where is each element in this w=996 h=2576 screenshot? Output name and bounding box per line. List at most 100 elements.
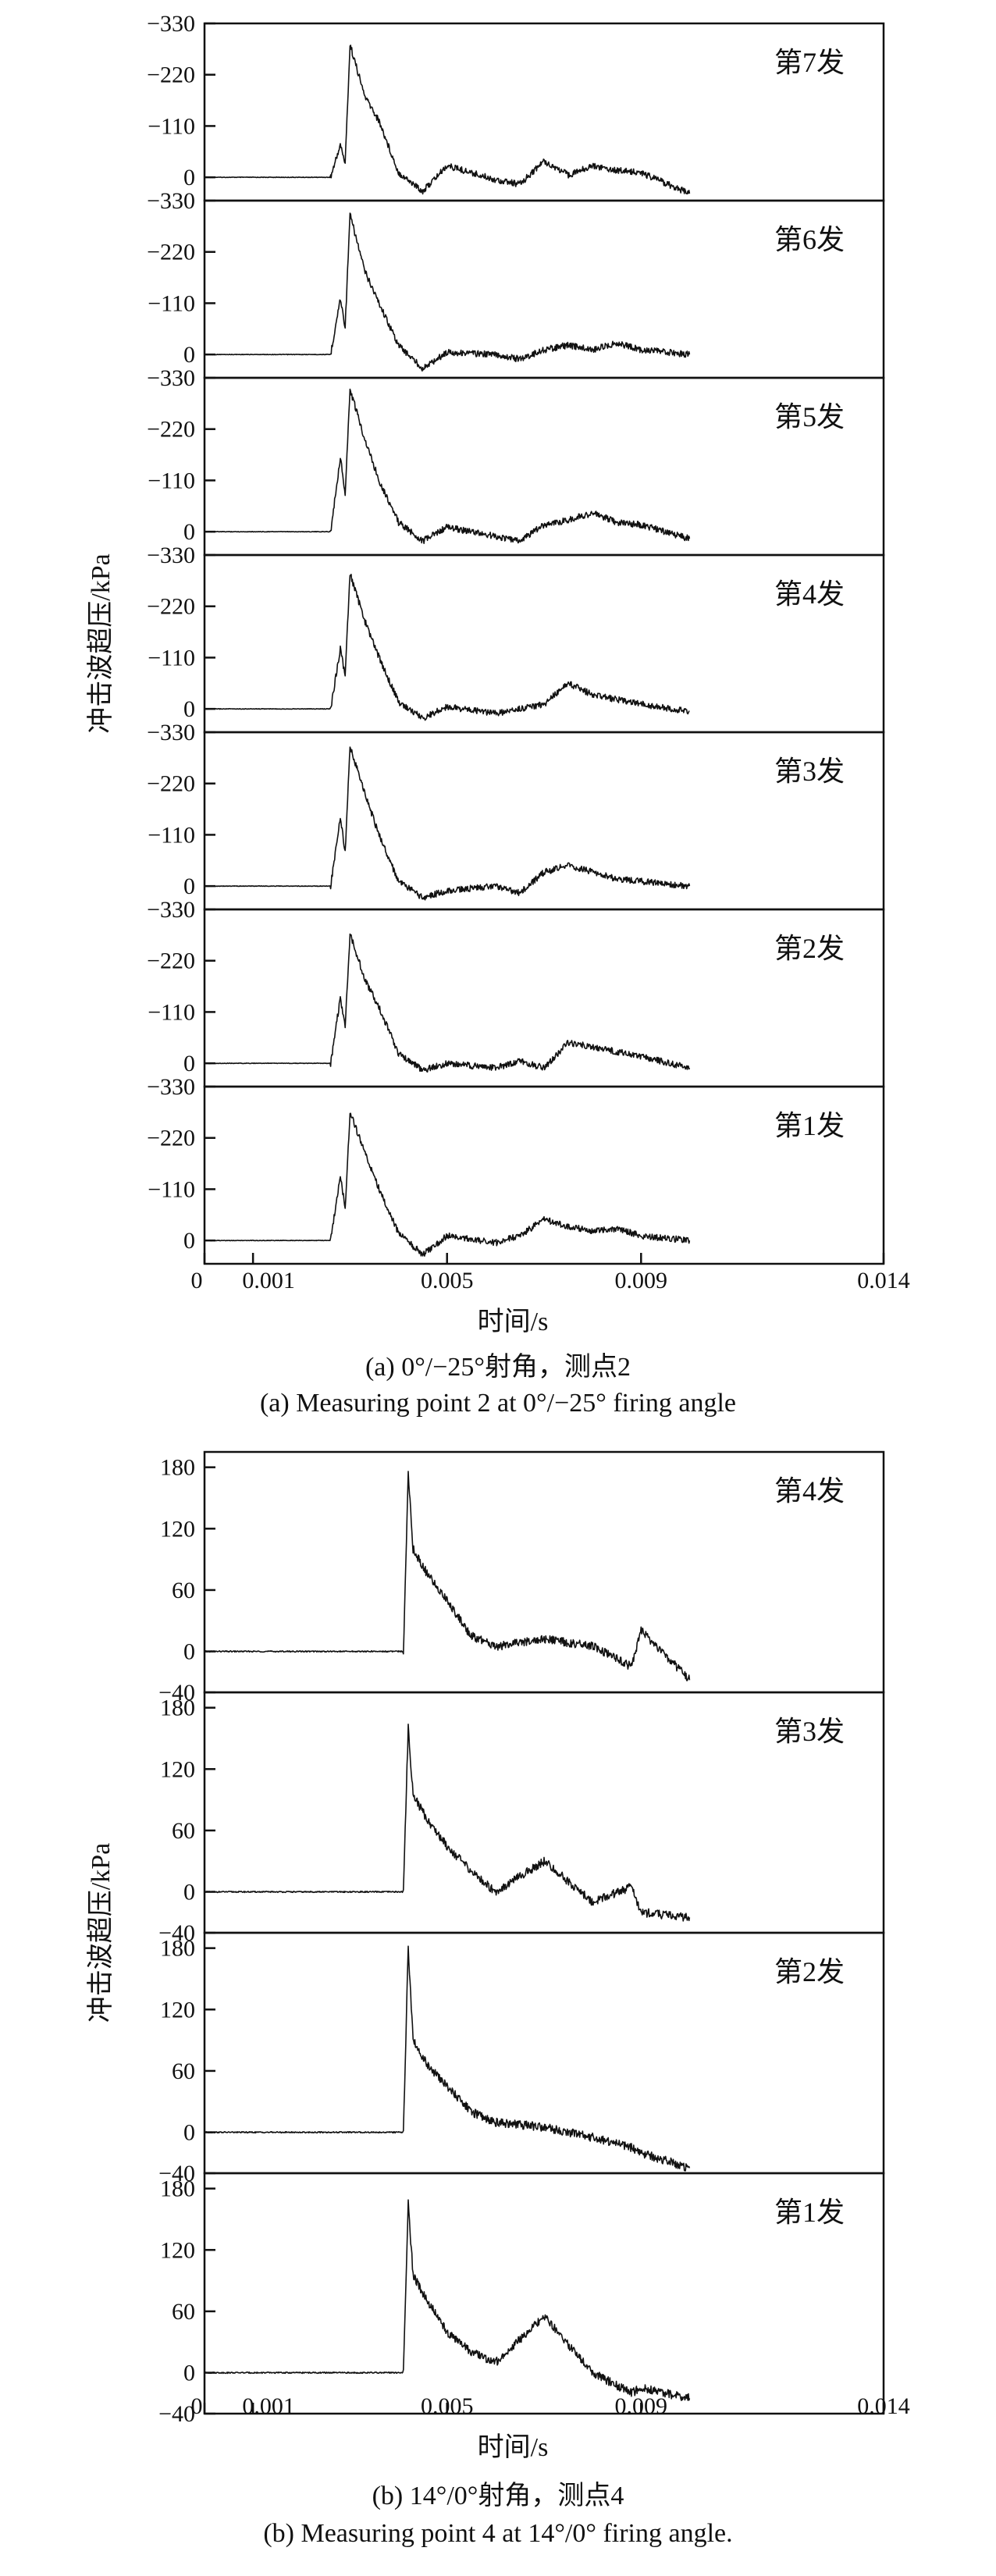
series-label: 第5发 (774, 401, 845, 432)
y-tick-label: 60 (172, 1578, 195, 1603)
y-tick-label: −220 (147, 771, 195, 797)
y-tick-label: −330 (147, 720, 195, 745)
y-tick-label: −220 (147, 240, 195, 265)
series-label: 第7发 (774, 47, 845, 78)
x-tick-label: 0.014 (857, 1268, 910, 1293)
figure-b: −40060120180第4发−40060120180第3发−400601201… (86, 1450, 910, 2548)
y-tick-label: 0 (183, 2120, 195, 2146)
series-line (204, 1945, 691, 2172)
y-tick-label: 120 (160, 2237, 195, 2263)
y-tick-label: −40 (158, 2161, 195, 2186)
series-line (204, 1471, 691, 1681)
x-tick-label: 0.009 (615, 2393, 668, 2419)
panel-7: 0 −110 −220 −330 第1发 (147, 1074, 885, 1265)
caption-cn: (a) 0°/−25°射角，测点2 (365, 1352, 631, 1382)
series-line (204, 746, 691, 901)
series-line (204, 388, 691, 545)
x-tick-label: 0.001 (242, 1268, 295, 1293)
series-line (204, 212, 691, 372)
y-tick-label: 0 (183, 1228, 195, 1254)
series-label: 第4发 (774, 1475, 845, 1507)
x-tick-label: 0.005 (421, 2393, 474, 2419)
y-tick-label: 180 (160, 2176, 195, 2202)
caption-en: (b) Measuring point 4 at 14°/0° firing a… (263, 2519, 732, 2548)
y-tick-label: 60 (172, 1818, 195, 1844)
y-tick-label: −220 (147, 417, 195, 443)
y-tick-label: −40 (158, 1680, 195, 1706)
y-tick-label: −220 (147, 594, 195, 620)
y-tick-label: 180 (160, 1455, 195, 1481)
y-tick-label: −110 (148, 113, 195, 139)
y-tick-label: 0 (183, 2361, 195, 2386)
y-tick-label: 0 (183, 165, 195, 190)
y-tick-label: 60 (172, 2058, 195, 2084)
y-tick-label: −220 (147, 948, 195, 974)
figure-a: 0 −110 −220 −330 第7发 0 −110 −220 −330 第6发 0 −110 −22… (86, 11, 910, 1418)
y-tick-label: 0 (183, 1639, 195, 1665)
y-tick-label: 180 (160, 1695, 195, 1721)
x-tick-label: 0.001 (242, 2393, 295, 2419)
y-tick-label: −110 (148, 290, 195, 316)
y-tick-label: −220 (147, 62, 195, 88)
panel-6: 0 −110 −220 −330 第2发 (147, 897, 885, 1088)
y-axis-label: 冲击波超压/kPa (86, 553, 116, 733)
y-tick-label: 0 (183, 1880, 195, 1905)
panel-5: 0 −110 −220 −330 第3发 (147, 720, 885, 911)
panel-frame (203, 1085, 885, 1265)
y-tick-label: −110 (148, 822, 195, 848)
series-line (204, 573, 690, 721)
series-line (204, 1112, 691, 1257)
series-label: 第1发 (774, 1110, 845, 1141)
panel-frame (203, 2172, 885, 2415)
x-tick-label: 0.005 (421, 1268, 474, 1293)
caption-en: (a) Measuring point 2 at 0°/−25° firing … (260, 1389, 736, 1418)
panel-1: −40 0 60 120 180 第4发 (158, 1450, 885, 1706)
series-line (204, 44, 691, 195)
y-tick-label: 120 (160, 1756, 195, 1782)
series-line (204, 2199, 691, 2401)
x-tick-label: 0 (191, 2393, 203, 2419)
series-label: 第6发 (774, 224, 845, 255)
x-axis-label: 时间/s (478, 2433, 549, 2462)
series-line (204, 933, 691, 1073)
y-tick-label: −110 (148, 645, 195, 671)
panel-2: 0 −110 −220 −330 第6发 (147, 188, 885, 379)
y-tick-label: −330 (147, 897, 195, 923)
y-tick-label: 0 (183, 696, 195, 722)
y-tick-label: −220 (147, 1126, 195, 1151)
x-tick-label: 0.014 (857, 2393, 910, 2419)
y-tick-label: −40 (158, 2401, 195, 2427)
y-tick-label: −330 (147, 543, 195, 568)
y-tick-label: 180 (160, 1936, 195, 1962)
caption-cn: (b) 14°/0°射角，测点4 (372, 2481, 624, 2510)
y-tick-label: 60 (172, 2299, 195, 2325)
series-label: 第3发 (774, 1716, 845, 1747)
y-tick-label: −330 (147, 11, 195, 37)
y-tick-label: −40 (158, 1920, 195, 1946)
y-tick-label: −110 (148, 468, 195, 493)
series-label: 第3发 (774, 756, 845, 787)
y-tick-label: −330 (147, 188, 195, 214)
y-tick-label: −330 (147, 1074, 195, 1100)
panel-1: 0 −110 −220 −330 第7发 (147, 11, 885, 202)
panel-3: 0 −110 −220 −330 第5发 (147, 365, 885, 557)
y-tick-label: 0 (183, 1051, 195, 1076)
series-label: 第2发 (774, 1956, 845, 1987)
panel-2: −40 0 60 120 180 第3发 (158, 1691, 885, 1946)
x-axis-label: 时间/s (478, 1308, 549, 1336)
y-axis-label: 冲击波超压/kPa (86, 1843, 116, 2023)
y-tick-label: 120 (160, 1516, 195, 1542)
panel-3: −40 0 60 120 180 第2发 (158, 1931, 885, 2186)
series-line (204, 1724, 691, 1922)
y-tick-label: −330 (147, 365, 195, 391)
y-tick-label: −110 (148, 999, 195, 1025)
y-tick-label: −110 (148, 1176, 195, 1202)
series-label: 第2发 (774, 933, 845, 964)
y-tick-label: 0 (183, 342, 195, 368)
panel-4: 0 −110 −220 −330 第4发 (147, 543, 885, 734)
series-label: 第1发 (774, 2197, 845, 2228)
x-tick-label: 0.009 (615, 1268, 668, 1293)
x-tick-label: 0 (191, 1268, 203, 1293)
